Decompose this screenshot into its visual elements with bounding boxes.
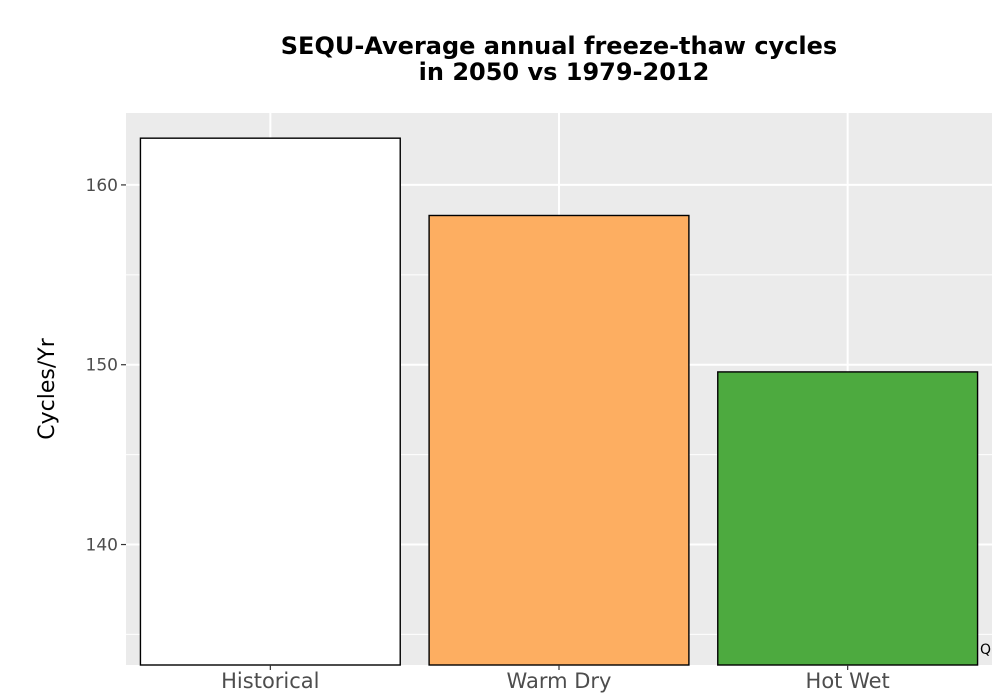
bars <box>139 137 979 666</box>
x-tick-label: Warm Dry <box>507 669 612 693</box>
y-tick-label: 150 <box>86 356 118 376</box>
bar-historical <box>139 137 401 666</box>
bar-hot-wet <box>717 371 979 666</box>
y-tick-label: 140 <box>86 536 118 556</box>
chart-title-line-2: in 2050 vs 1979-2012 <box>419 58 710 86</box>
x-axis-ticks: Historical Warm Dry Hot Wet <box>221 665 890 693</box>
y-axis-label: Cycles/Yr <box>35 337 60 439</box>
corner-mark: Q <box>980 642 991 658</box>
bar-warm-dry <box>428 214 690 666</box>
chart-title-line-1: SEQU-Average annual freeze-thaw cycles <box>281 32 837 60</box>
y-tick-label: 160 <box>86 176 118 196</box>
y-axis-ticks: 140 150 160 <box>86 176 126 556</box>
x-tick-label: Historical <box>221 669 319 693</box>
x-tick-label: Hot Wet <box>806 669 890 693</box>
